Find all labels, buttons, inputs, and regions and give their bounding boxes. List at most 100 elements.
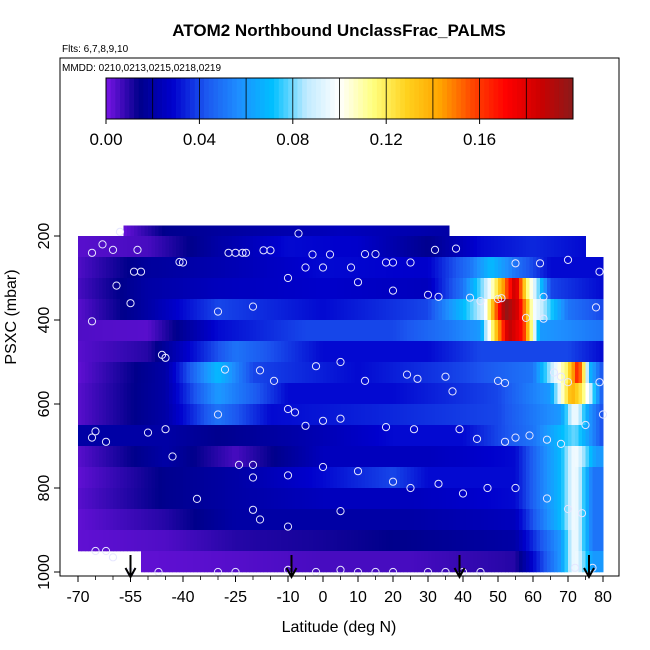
heatmap-cell xyxy=(473,320,478,342)
heatmap-cell xyxy=(473,236,478,258)
heatmap-cell xyxy=(550,383,555,405)
heatmap-cell xyxy=(550,257,555,279)
heatmap-cell xyxy=(480,488,485,510)
heatmap-cell xyxy=(592,278,597,300)
heatmap-cell xyxy=(582,362,586,384)
heatmap-cell xyxy=(165,509,170,531)
heatmap-cell xyxy=(480,509,485,531)
heatmap-cell xyxy=(127,236,131,258)
heatmap-cell xyxy=(78,320,82,342)
heatmap-cell xyxy=(85,278,89,300)
heatmap-cell xyxy=(137,341,142,363)
colorbar-ticks: 0.00 0.04 0.08 0.12 0.16 xyxy=(89,119,496,149)
colorbar-tick-label: 0.04 xyxy=(183,130,216,149)
heatmap-cell xyxy=(557,488,562,510)
heatmap-cell xyxy=(267,299,271,321)
heatmap-cell xyxy=(540,257,544,279)
heatmap-cell xyxy=(561,446,565,468)
heatmap-cell xyxy=(428,551,432,573)
heatmap-cell xyxy=(88,530,93,552)
heatmap-cell xyxy=(589,467,593,489)
heatmap-cell xyxy=(155,320,159,342)
heatmap-cell xyxy=(326,278,331,300)
heatmap-cell xyxy=(148,509,152,531)
heatmap-cell xyxy=(246,509,250,531)
heatmap-cell xyxy=(270,488,275,510)
heatmap-cell xyxy=(270,299,275,321)
heatmap-cell xyxy=(326,509,331,531)
observation-point xyxy=(423,290,433,299)
heatmap-cell xyxy=(221,278,226,300)
heatmap-cell xyxy=(557,509,562,531)
heatmap-cell xyxy=(372,320,376,342)
heatmap-cell xyxy=(459,362,464,384)
heatmap-cell xyxy=(361,257,366,279)
heatmap-cell xyxy=(596,278,600,300)
heatmap-cell xyxy=(221,425,226,447)
heatmap-cell xyxy=(239,530,243,552)
heatmap-cell xyxy=(162,404,166,426)
heatmap-cell xyxy=(449,467,453,489)
heatmap-cell xyxy=(505,467,509,489)
heatmap-cell xyxy=(193,467,198,489)
heatmap-cell xyxy=(400,236,404,258)
heatmap-cell xyxy=(344,467,348,489)
heatmap-cell xyxy=(109,341,114,363)
heatmap-cell xyxy=(246,551,250,573)
observation-point xyxy=(521,313,531,322)
heatmap-cell xyxy=(116,362,121,384)
heatmap-cell xyxy=(365,320,369,342)
heatmap-cell xyxy=(263,320,268,342)
y-tick-label: 200 xyxy=(36,223,53,250)
heatmap-cell xyxy=(522,551,527,573)
heatmap-cell xyxy=(344,425,348,447)
heatmap-cell xyxy=(368,278,373,300)
heatmap-cell xyxy=(204,467,208,489)
heatmap-cell xyxy=(253,341,257,363)
heatmap-cell xyxy=(533,278,537,300)
heatmap-cell xyxy=(281,278,285,300)
heatmap-cell xyxy=(277,257,282,279)
heatmap-cell xyxy=(421,425,425,447)
heatmap-cell xyxy=(473,299,478,321)
heatmap-cell xyxy=(113,446,117,468)
heatmap-cell xyxy=(561,509,565,531)
heatmap-cell xyxy=(284,488,289,510)
heatmap-cell xyxy=(568,236,572,258)
heatmap-cell xyxy=(267,257,271,279)
heatmap-cell xyxy=(529,530,534,552)
heatmap-cell xyxy=(393,446,397,468)
colorbar-segment xyxy=(465,78,471,119)
heatmap-cell xyxy=(564,446,569,468)
heatmap-cell xyxy=(305,425,310,447)
heatmap-cell xyxy=(421,404,425,426)
heatmap-cell xyxy=(529,509,534,531)
heatmap-cell xyxy=(225,236,229,258)
heatmap-cell xyxy=(337,299,341,321)
heatmap-cell xyxy=(463,425,467,447)
heatmap-cell xyxy=(372,299,376,321)
heatmap-cell xyxy=(253,257,257,279)
heatmap-cell xyxy=(428,362,432,384)
heatmap-cell xyxy=(547,488,551,510)
heatmap-cell xyxy=(428,341,432,363)
heatmap-cell xyxy=(396,509,401,531)
heatmap-cell xyxy=(396,488,401,510)
heatmap-cell xyxy=(102,467,107,489)
colorbar-segment xyxy=(176,78,182,119)
observation-point xyxy=(388,258,398,267)
heatmap-cell xyxy=(183,509,187,531)
heatmap-cell xyxy=(396,467,401,489)
heatmap-cell xyxy=(533,404,537,426)
heatmap-cell xyxy=(547,551,551,573)
heatmap-cell xyxy=(365,362,369,384)
heatmap-cell xyxy=(137,320,142,342)
heatmap-cell xyxy=(470,404,474,426)
heatmap-cell xyxy=(400,404,404,426)
heatmap-cell xyxy=(106,278,110,300)
x-tick-label: 20 xyxy=(384,589,402,606)
colorbar-segment xyxy=(390,78,396,119)
observation-point xyxy=(294,229,303,238)
heatmap-cell xyxy=(466,425,471,447)
heatmap-cell xyxy=(190,509,194,531)
